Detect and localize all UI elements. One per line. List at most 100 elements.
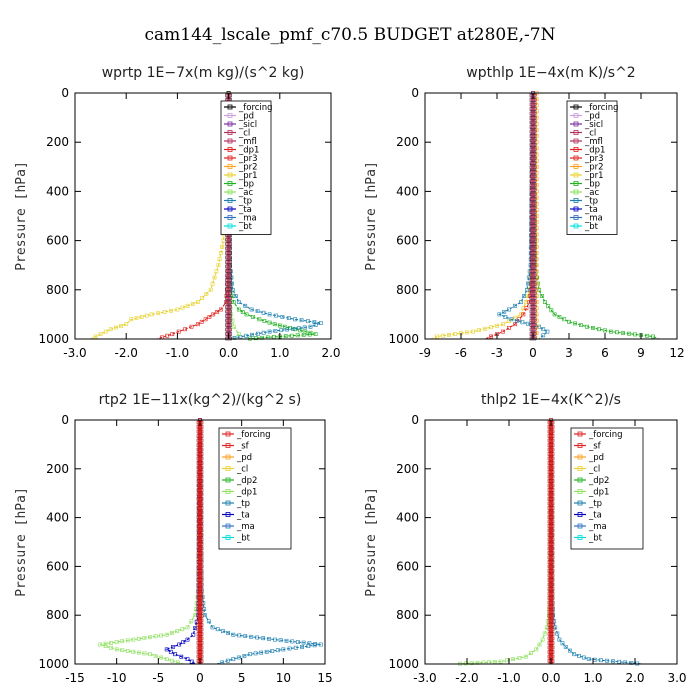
series-marker [301,332,306,337]
series-marker [579,323,583,328]
series-marker [557,637,562,642]
legend-marker [577,466,583,471]
series-marker [645,333,649,338]
series-marker [278,638,283,643]
zero-band-marker [529,237,537,242]
series-marker [272,322,277,327]
zero-band-marker [196,555,204,560]
zero-band-marker [196,650,204,654]
series-marker [447,332,451,337]
series-marker [165,333,170,338]
zero-band-marker [196,470,204,474]
series-marker [202,607,207,612]
zero-band-marker [529,246,537,251]
zero-band-marker [225,287,232,291]
series-marker [552,312,557,317]
series-marker [103,329,108,334]
zero-band-marker [225,314,232,318]
zero-band-marker [196,461,204,465]
x-tick-label: 0 [196,671,204,685]
series-marker [120,639,125,644]
series-marker [142,651,147,656]
zero-band-marker [547,609,555,614]
series-marker [181,640,186,644]
series-marker [605,658,609,663]
legend-marker [225,431,231,437]
series-marker [176,329,181,334]
legend-marker [227,172,233,178]
series-marker [180,305,185,310]
legend-box [218,427,292,550]
series-marker [503,314,508,319]
y-tick-label: 400 [46,184,69,198]
series-marker [307,332,312,337]
series-marker [129,317,134,322]
zero-band-marker [225,264,232,269]
series-marker [98,332,103,337]
zero-band-marker [196,447,204,452]
series-marker [541,333,546,338]
x-tick-label: 1.0 [583,671,602,685]
legend-label: _tp [238,197,252,207]
zero-band-marker [547,546,555,551]
series-marker [255,635,260,640]
zero-band-marker [529,179,537,183]
chart-panel-2: wpthlp 1E−4x(m K)/s^2 Pressure [hPa] -9 -6 -… [364,65,685,360]
x-tick-label: -1.0 [166,346,189,360]
series-marker [240,309,245,314]
x-tick-label: -2.0 [455,671,478,685]
legend-label: _tp [584,197,598,207]
x-tick-label: 15 [317,671,332,685]
zero-band-marker [225,269,232,273]
zero-band-marker [196,641,204,645]
series-marker [495,323,499,328]
series-marker [562,317,567,322]
series-marker [231,657,236,662]
zero-band-marker [196,479,204,483]
series-marker [290,639,295,644]
series-marker [169,308,173,313]
zero-band-marker [196,578,204,582]
zero-band [530,93,536,339]
zero-band-marker [529,318,537,323]
zero-band-marker [196,501,204,506]
zero-band-marker [529,224,537,228]
zero-band-marker [529,287,537,291]
series-marker [148,635,152,640]
series-marker [553,625,558,630]
series-marker [289,333,294,338]
series-marker [273,637,277,642]
y-tick-label: 0 [61,413,69,427]
zero-band-marker [547,492,555,497]
series-marker [210,281,215,286]
chart-panel-4: thlp2 1E−4x(K^2)/s Pressure [hPa] -3.0 -2.0… [364,392,687,685]
series-marker [306,644,311,649]
series-marker [254,336,258,341]
series-marker [119,323,124,328]
zero-band-marker [547,510,555,515]
series-marker [216,263,221,268]
zero-band-marker [547,555,555,560]
series-line-dp1 [99,419,201,665]
legend-label: _dp1 [584,146,605,156]
legend-label: _mfl [584,137,603,147]
zero-band-marker [225,296,232,300]
series-marker [312,320,317,325]
series-marker [291,326,295,331]
series-marker [144,313,149,318]
series-marker [185,637,190,642]
legend-marker [227,121,233,127]
legend-label: _dp1 [238,146,259,156]
zero-band-marker [529,210,537,215]
series-marker [540,294,544,298]
series-marker [497,312,502,317]
legend-label: _cl [584,129,596,139]
series-marker [537,642,542,647]
series-marker [114,325,118,330]
series-marker [270,649,275,653]
series-marker [563,644,568,649]
zero-band-marker [547,506,555,510]
zero-band-marker [547,623,555,627]
legend-marker [577,477,583,483]
series-marker [318,321,323,325]
